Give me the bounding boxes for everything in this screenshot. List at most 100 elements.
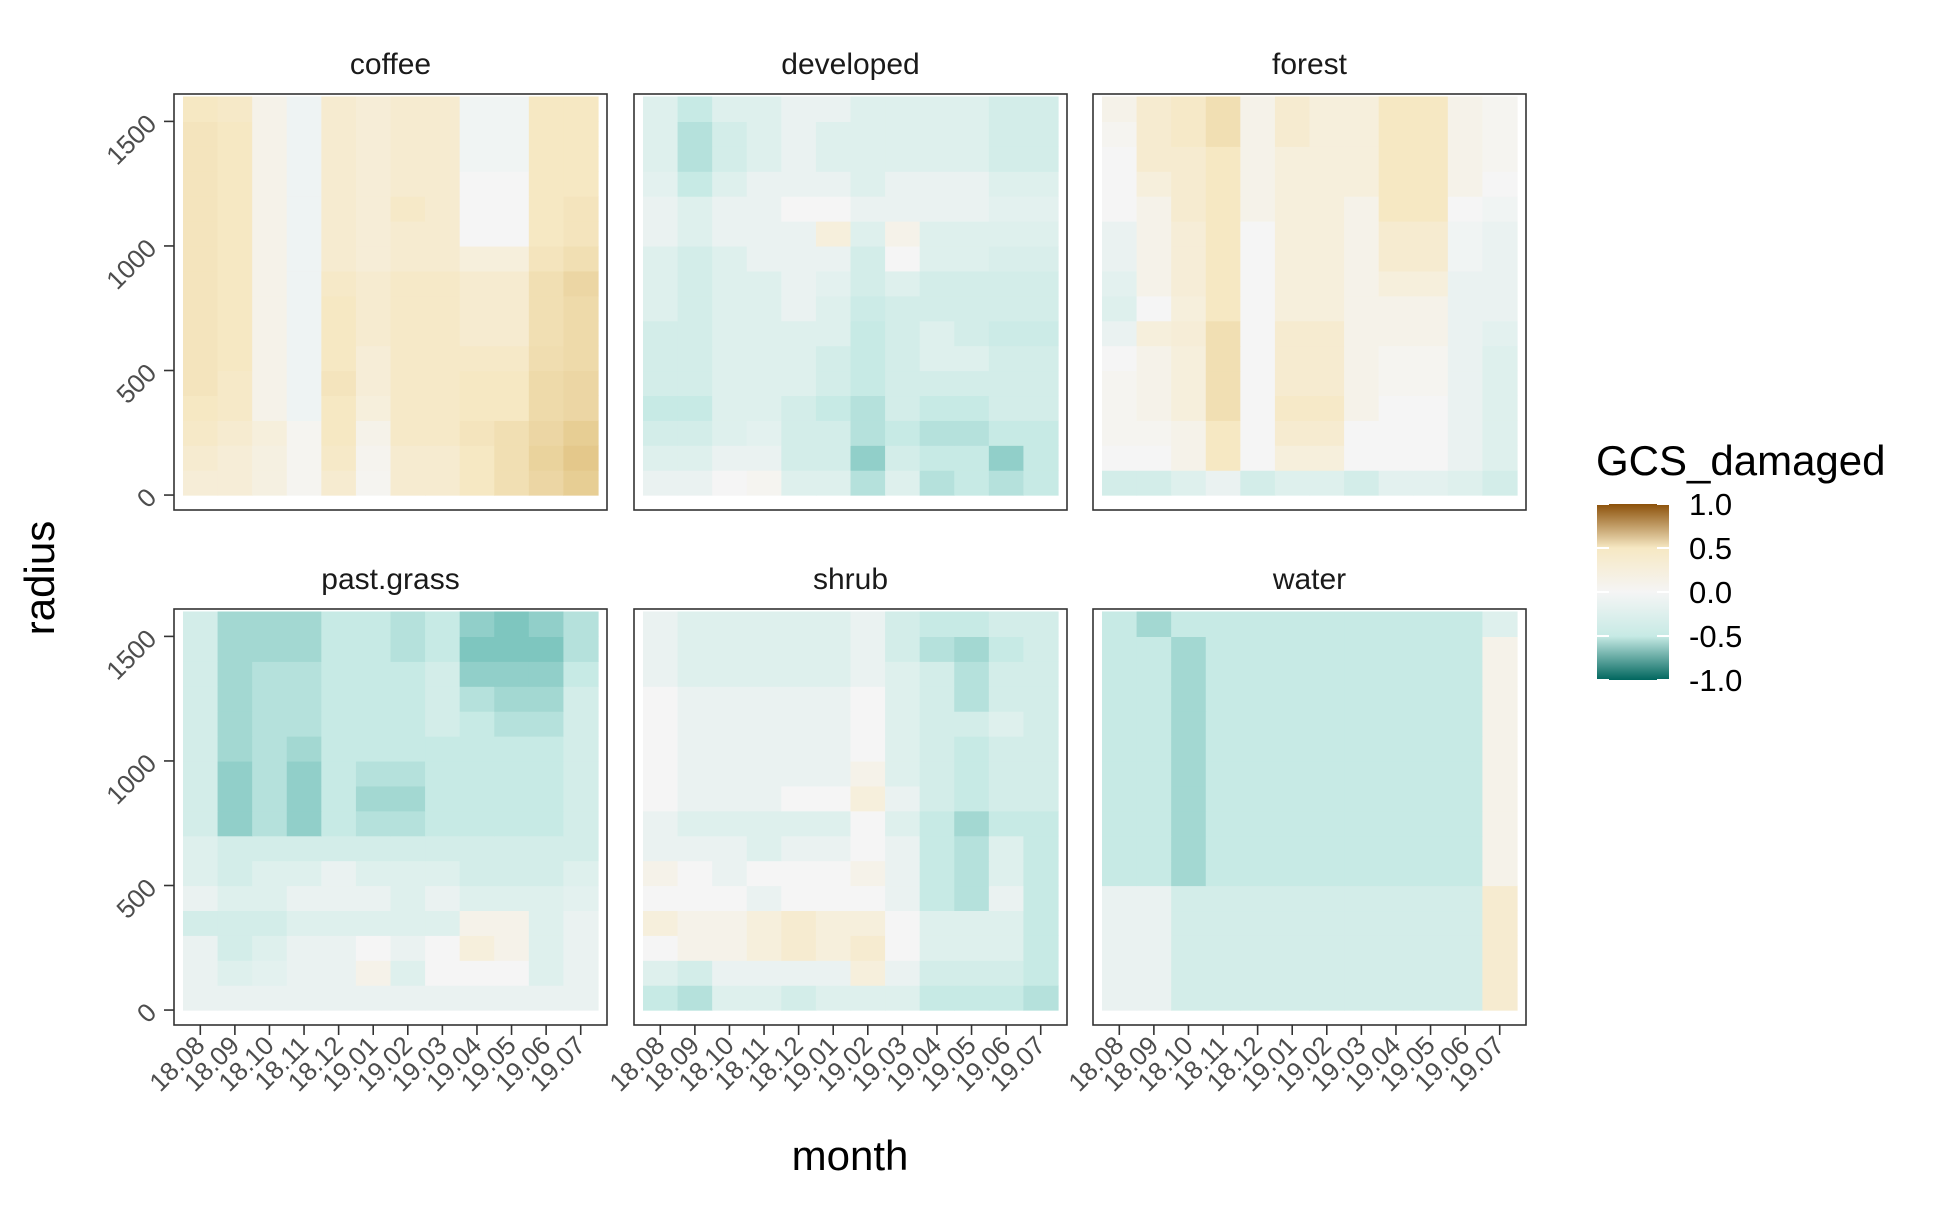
heatmap-tile xyxy=(1171,470,1207,496)
heatmap-tile xyxy=(494,760,530,787)
heatmap-tile xyxy=(183,320,219,347)
heatmap-tile xyxy=(528,711,565,737)
heatmap-tile xyxy=(1274,935,1311,961)
heatmap-tile xyxy=(1102,121,1138,147)
y-tick-label: 0 xyxy=(131,997,162,1028)
heatmap-tile xyxy=(1447,245,1484,272)
heatmap-tile xyxy=(1102,711,1138,737)
heatmap-tile xyxy=(1171,345,1207,372)
heatmap-tile xyxy=(746,985,782,1011)
heatmap-tile xyxy=(643,395,679,421)
heatmap-tile xyxy=(677,295,713,322)
heatmap-tile xyxy=(781,611,817,637)
heatmap-tile xyxy=(494,270,530,297)
heatmap-tile xyxy=(425,860,461,887)
heatmap-tile xyxy=(1309,420,1345,446)
heatmap-tile xyxy=(988,985,1025,1011)
heatmap-tile xyxy=(677,395,713,421)
heatmap-tile xyxy=(1309,196,1345,222)
heatmap-tile xyxy=(217,420,253,446)
heatmap-tile xyxy=(390,661,426,687)
heatmap-tile xyxy=(815,636,852,662)
heatmap-tile xyxy=(781,196,817,222)
heatmap-tile xyxy=(746,196,782,222)
heatmap-tile xyxy=(321,611,357,637)
heatmap-tile xyxy=(528,910,565,936)
color-legend: GCS_damaged 1.0 0.5 0.0 -0.5 -1.0 xyxy=(1596,437,1886,698)
heatmap-tile xyxy=(321,345,357,372)
heatmap-tile xyxy=(919,935,955,961)
heatmap-tile xyxy=(1413,910,1449,936)
heatmap-tile xyxy=(494,370,530,397)
heatmap-tile xyxy=(528,146,565,172)
heatmap-tile xyxy=(850,661,886,687)
heatmap-tile xyxy=(563,121,599,147)
heatmap-tile xyxy=(1205,96,1241,122)
heatmap-tile xyxy=(1413,661,1449,687)
heatmap-tile xyxy=(677,686,713,712)
heatmap-tile xyxy=(988,270,1025,297)
heatmap-tile xyxy=(355,960,392,986)
heatmap-tile xyxy=(1240,736,1276,762)
heatmap-tile xyxy=(815,345,852,372)
heatmap-tile xyxy=(183,171,219,197)
heatmap-tile xyxy=(425,785,461,812)
heatmap-tile xyxy=(321,985,357,1011)
heatmap-tile xyxy=(1171,835,1207,862)
heatmap-tile xyxy=(746,245,782,272)
heatmap-tile xyxy=(1102,370,1138,397)
heatmap-tile xyxy=(919,985,955,1011)
heatmap-tile xyxy=(1309,885,1345,912)
heatmap-tile xyxy=(252,395,288,421)
heatmap-tile xyxy=(919,960,955,986)
heatmap-tile xyxy=(781,935,817,961)
heatmap-tile xyxy=(355,395,392,421)
heatmap-tile xyxy=(1171,445,1207,471)
heatmap-tile xyxy=(677,985,713,1011)
heatmap-tile xyxy=(988,420,1025,446)
heatmap-tile xyxy=(815,295,852,322)
heatmap-tile xyxy=(1413,121,1449,147)
heatmap-tile xyxy=(1344,910,1380,936)
heatmap-tile xyxy=(746,711,782,737)
heatmap-tile xyxy=(1023,810,1059,837)
heatmap-tile xyxy=(1102,171,1138,197)
heatmap-tile xyxy=(1240,270,1276,297)
heatmap-tile xyxy=(563,910,599,936)
heatmap-tile xyxy=(528,295,565,322)
heatmap-tile xyxy=(459,661,495,687)
heatmap-tile xyxy=(425,935,461,961)
heatmap-tile xyxy=(563,245,599,272)
heatmap-tile xyxy=(217,686,253,712)
heatmap-tile xyxy=(217,960,253,986)
heatmap-tile xyxy=(286,345,322,372)
heatmap-tile xyxy=(459,470,495,496)
heatmap-tile xyxy=(954,270,990,297)
heatmap-tile xyxy=(1136,885,1172,912)
heatmap-tile xyxy=(1309,985,1345,1011)
heatmap-tile xyxy=(1171,935,1207,961)
heatmap-tile xyxy=(321,835,357,862)
heatmap-tile xyxy=(183,445,219,471)
heatmap-tile xyxy=(1309,245,1345,272)
heatmap-tile xyxy=(1205,885,1241,912)
heatmap-tile xyxy=(1205,760,1241,787)
heatmap-tile xyxy=(1274,295,1311,322)
heatmap-tile xyxy=(919,611,955,637)
heatmap-tile xyxy=(988,196,1025,222)
heatmap-tile xyxy=(746,611,782,637)
heatmap-tiles-coffee xyxy=(183,96,599,496)
heatmap-tile xyxy=(459,835,495,862)
heatmap-tile xyxy=(1309,295,1345,322)
heatmap-tile xyxy=(919,221,955,247)
heatmap-tile xyxy=(1378,810,1414,837)
heatmap-tile xyxy=(1136,270,1172,297)
heatmap-tile xyxy=(885,146,921,172)
heatmap-tile xyxy=(1378,445,1414,471)
heatmap-tile xyxy=(1344,445,1380,471)
heatmap-tile xyxy=(1344,960,1380,986)
heatmap-tile xyxy=(988,295,1025,322)
heatmap-tile xyxy=(1344,420,1380,446)
heatmap-tile xyxy=(217,196,253,222)
heatmap-tile xyxy=(1023,636,1059,662)
